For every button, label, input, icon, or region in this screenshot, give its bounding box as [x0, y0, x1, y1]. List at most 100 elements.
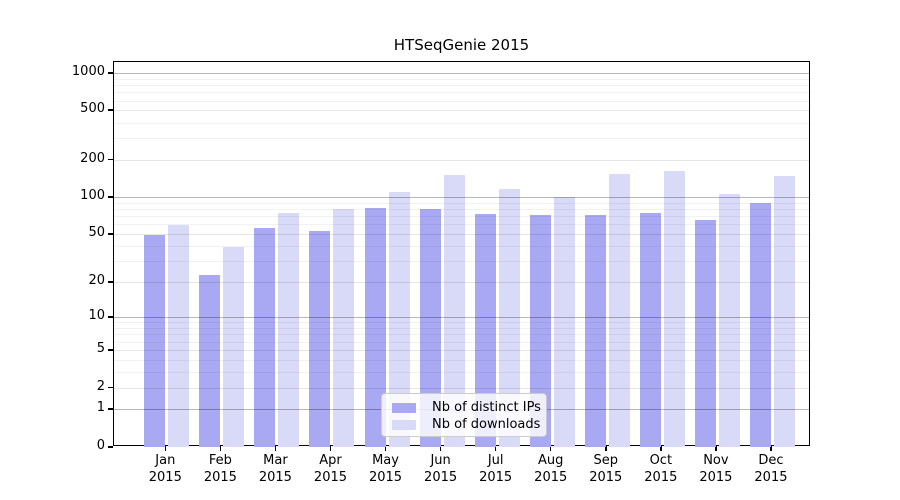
- legend-item-distinct-ips: Nb of distinct IPs: [392, 400, 546, 416]
- x-axis-label-jul: Jul 2015: [479, 453, 513, 485]
- x-tick-mark: [660, 446, 662, 451]
- y-axis-label-1: 1: [96, 400, 105, 416]
- y-tick-mark: [108, 158, 113, 161]
- gridline-y-700: [114, 92, 809, 94]
- y-axis-label-500: 500: [80, 101, 105, 117]
- y-axis-label-100: 100: [80, 188, 105, 204]
- y-tick-mark: [108, 233, 113, 235]
- bars-layer: [114, 62, 809, 447]
- bar-jun-downloads: [443, 175, 465, 447]
- bar-mar-ips: [254, 228, 276, 447]
- gridline-y-6: [114, 341, 809, 343]
- x-axis-label-may: May 2015: [368, 453, 403, 485]
- gridline-y-500: [114, 110, 809, 112]
- gridline-y-200: [114, 159, 809, 161]
- x-tick-mark: [715, 446, 717, 451]
- y-tick-mark: [108, 446, 113, 448]
- chart-title: HTSeqGenie 2015: [393, 36, 530, 54]
- y-axis-label-10: 10: [88, 308, 105, 324]
- y-tick-mark: [108, 386, 113, 389]
- bar-jan-downloads: [168, 225, 190, 447]
- x-tick-mark: [274, 446, 277, 451]
- x-axis-label-jun: Jun 2015: [424, 453, 458, 485]
- bar-apr-downloads: [333, 209, 355, 447]
- gridline-y-5: [114, 350, 809, 351]
- y-axis-label-2: 2: [96, 378, 105, 394]
- y-tick-mark: [108, 349, 113, 351]
- bar-sep-downloads: [608, 173, 630, 447]
- bar-oct-downloads: [663, 170, 685, 447]
- bar-jul-downloads: [498, 189, 520, 447]
- x-tick-mark: [164, 446, 167, 451]
- bar-mar-downloads: [278, 212, 300, 447]
- x-tick-mark: [549, 446, 552, 451]
- gridline-y-20: [114, 282, 809, 284]
- x-axis-label-feb: Feb 2015: [203, 453, 237, 485]
- bar-jan-ips: [144, 235, 166, 447]
- x-tick-mark: [219, 446, 222, 451]
- gridline-y-800: [114, 85, 809, 87]
- x-tick-mark: [439, 446, 442, 451]
- bar-dec-downloads: [773, 176, 795, 447]
- legend-swatch-downloads: [392, 420, 416, 430]
- x-axis-label-sep: Sep 2015: [589, 453, 623, 485]
- x-tick-mark: [384, 446, 387, 451]
- bar-may-downloads: [388, 192, 410, 447]
- legend-label-distinct-ips: Nb of distinct IPs: [432, 400, 541, 415]
- gridline-y-30: [114, 261, 809, 263]
- gridline-y-1000: [114, 73, 809, 74]
- gridline-y-9: [114, 322, 809, 324]
- gridline-y-80: [114, 209, 809, 211]
- bar-jul-ips: [474, 214, 496, 447]
- y-axis-label-50: 50: [88, 225, 105, 241]
- bar-sep-ips: [584, 214, 606, 447]
- gridline-y-2: [114, 387, 809, 389]
- gridline-y-3: [114, 371, 809, 373]
- plot-area: Nb of distinct IPs Nb of downloads: [113, 61, 810, 447]
- gridline-y-300: [114, 138, 809, 140]
- gridline-y-90: [114, 202, 809, 204]
- bar-may-ips: [364, 207, 386, 447]
- gridline-y-7: [114, 334, 809, 336]
- y-axis-label-0: 0: [96, 438, 105, 453]
- grid-layer: [114, 62, 809, 445]
- bar-apr-ips: [309, 231, 331, 447]
- bar-nov-downloads: [718, 194, 740, 447]
- gridline-y-50: [114, 234, 809, 236]
- bar-aug-ips: [529, 214, 551, 447]
- gridline-y-4: [114, 359, 809, 361]
- bar-feb-downloads: [223, 247, 245, 447]
- gridline-y-600: [114, 100, 809, 102]
- x-axis-label-dec: Dec 2015: [754, 453, 788, 485]
- y-tick-mark: [108, 196, 113, 198]
- bar-oct-ips: [639, 213, 661, 447]
- gridline-y-60: [114, 224, 809, 226]
- y-axis-label-20: 20: [88, 273, 105, 289]
- legend-label-downloads: Nb of downloads: [432, 417, 541, 432]
- bar-aug-downloads: [553, 197, 575, 447]
- y-tick-mark: [108, 281, 113, 283]
- x-axis-label-apr: Apr 2015: [313, 453, 348, 485]
- bar-dec-ips: [749, 202, 771, 447]
- x-axis-label-mar: Mar 2015: [258, 453, 292, 485]
- gridline-y-10: [114, 317, 809, 319]
- bar-nov-ips: [694, 220, 716, 447]
- x-tick-mark: [770, 446, 772, 451]
- x-axis-label-oct: Oct 2015: [644, 453, 678, 485]
- y-axis-label-200: 200: [80, 150, 105, 166]
- bar-jun-ips: [419, 209, 441, 447]
- x-axis-label-nov: Nov 2015: [699, 453, 733, 485]
- gridline-y-8: [114, 328, 809, 330]
- y-axis-label-5: 5: [96, 341, 105, 356]
- y-tick-mark: [108, 109, 113, 111]
- legend: Nb of distinct IPs Nb of downloads: [381, 393, 547, 437]
- x-tick-mark: [329, 446, 332, 451]
- legend-swatch-distinct-ips: [392, 403, 416, 413]
- y-tick-mark: [108, 316, 113, 318]
- gridline-y-100: [114, 197, 809, 199]
- gridline-y-70: [114, 216, 809, 218]
- gridline-y-900: [114, 78, 809, 80]
- bar-feb-ips: [199, 274, 221, 447]
- y-tick-mark: [108, 408, 113, 410]
